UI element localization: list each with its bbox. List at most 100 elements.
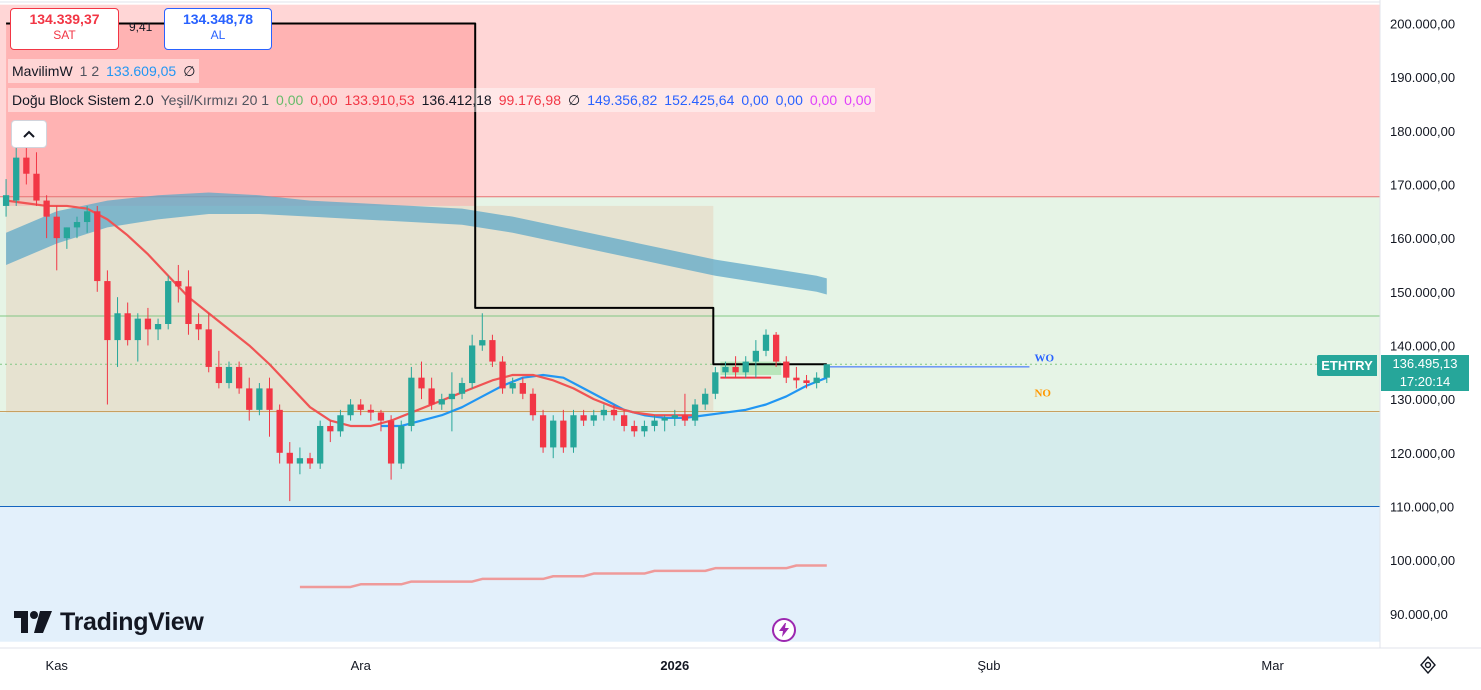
candle-body	[813, 377, 820, 384]
candle-body	[337, 415, 344, 432]
tradingview-logo-text: TradingView	[60, 607, 204, 636]
candle-body	[225, 366, 233, 384]
candle-body	[803, 380, 810, 384]
indicator-value: 133.609,05	[106, 63, 177, 79]
candle-body	[256, 388, 263, 410]
candle-body	[215, 366, 222, 384]
sell-label: SAT	[53, 28, 76, 42]
candle-body	[387, 420, 395, 464]
indicator-value: 0,00	[844, 92, 872, 108]
candle-body	[479, 340, 486, 346]
sell-button[interactable]: 134.339,37 SAT	[10, 8, 119, 50]
candle-body	[702, 393, 709, 405]
candle-body	[53, 216, 60, 239]
indicator-value: 0,00	[310, 92, 338, 108]
candle-body	[73, 222, 81, 228]
indicator-value: 136.412,18	[421, 92, 492, 108]
candle-body	[631, 425, 638, 432]
zone-blue	[0, 506, 1380, 642]
candle-body	[144, 318, 152, 330]
candle-body	[519, 383, 526, 394]
settings-gear-icon	[1420, 656, 1436, 674]
candle-body	[276, 409, 283, 453]
indicator-name: MavilimW	[12, 63, 73, 79]
candle-body	[33, 173, 40, 201]
annotation-wo: WO	[1034, 353, 1054, 365]
indicator-value: 99.176,98	[498, 92, 561, 108]
candle-body	[661, 417, 668, 421]
candle-body	[296, 458, 304, 464]
y-tick-label: 200.000,00	[1390, 16, 1455, 31]
candle-body	[83, 211, 91, 223]
candle-body	[327, 425, 334, 432]
indicator-value: 0,00	[741, 92, 769, 108]
candle-body	[205, 329, 212, 367]
candle-body	[509, 383, 516, 389]
candle-body	[124, 313, 131, 341]
y-tick-label: 170.000,00	[1390, 177, 1455, 192]
x-tick-label: Ara	[351, 658, 372, 673]
candle-body	[783, 361, 790, 378]
candle-body	[621, 415, 628, 426]
sell-price: 134.339,37	[29, 11, 100, 27]
candle-body	[772, 334, 780, 362]
candle-body	[600, 409, 608, 416]
indicator-value: 0,00	[809, 92, 838, 108]
candle-body	[306, 458, 314, 464]
candle-body	[641, 425, 648, 432]
candle-body	[560, 420, 567, 448]
indicator-value: 133.910,53	[344, 92, 415, 108]
candle-body	[114, 313, 121, 341]
candle-body	[408, 377, 415, 426]
candle-body	[469, 345, 476, 384]
candle-body	[185, 286, 192, 324]
y-tick-label: 90.000,00	[1390, 607, 1448, 622]
indicator-value: 149.356,82	[587, 92, 658, 108]
y-tick-label: 130.000,00	[1390, 392, 1455, 407]
lightning-icon	[779, 623, 789, 637]
candle-body	[347, 404, 354, 416]
x-tick-label: Mar	[1261, 658, 1284, 673]
x-tick-label: Kas	[46, 658, 69, 673]
candle-body	[539, 415, 547, 448]
y-tick-label: 180.000,00	[1390, 124, 1455, 139]
y-tick-label: 110.000,00	[1390, 499, 1454, 514]
series-line-mavilimw	[380, 373, 828, 428]
candle-body	[448, 393, 456, 400]
y-tick-label: 120.000,00	[1390, 446, 1455, 461]
candle-body	[154, 324, 162, 330]
indicator-legend-mavilimw[interactable]: MavilimW 1 2 133.609,05 ∅	[8, 59, 200, 83]
buy-button[interactable]: 134.348,78 AL	[164, 8, 272, 50]
candle-body	[286, 452, 293, 464]
candle-body	[175, 281, 182, 287]
tradingview-logo[interactable]: TradingView	[14, 606, 204, 638]
indicator-value: 0,00	[276, 92, 304, 108]
zone-teal	[0, 412, 1380, 507]
symbol-label: ETHTRY	[1317, 355, 1377, 376]
chevron-up-icon	[23, 130, 35, 138]
indicator-value: ∅	[568, 91, 581, 108]
candle-body	[266, 388, 273, 410]
events-bolt-button[interactable]	[772, 618, 796, 642]
candle-body	[742, 361, 749, 373]
candle-body	[63, 227, 71, 239]
indicator-legend-dogu-block[interactable]: Doğu Block Sistem 2.0 Yeşil/Kırmızı 20 1…	[8, 88, 876, 112]
tradingview-logo-icon	[14, 611, 52, 633]
candle-body	[398, 425, 405, 464]
collapse-legend-button[interactable]	[11, 120, 47, 148]
candle-body	[752, 350, 759, 362]
null-mark: ∅	[183, 62, 196, 79]
y-tick-label: 100.000,00	[1390, 553, 1455, 568]
chart-settings-button[interactable]	[1417, 654, 1439, 676]
candle-body	[134, 318, 141, 341]
candle-body	[104, 281, 111, 341]
indicator-name: Doğu Block Sistem 2.0	[12, 92, 154, 108]
x-tick-label: Şub	[977, 658, 1000, 673]
candle-body	[2, 195, 10, 206]
x-tick-label: 2026	[660, 658, 689, 673]
candle-body	[793, 377, 800, 381]
candle-body	[691, 404, 699, 421]
candle-body	[590, 415, 597, 421]
